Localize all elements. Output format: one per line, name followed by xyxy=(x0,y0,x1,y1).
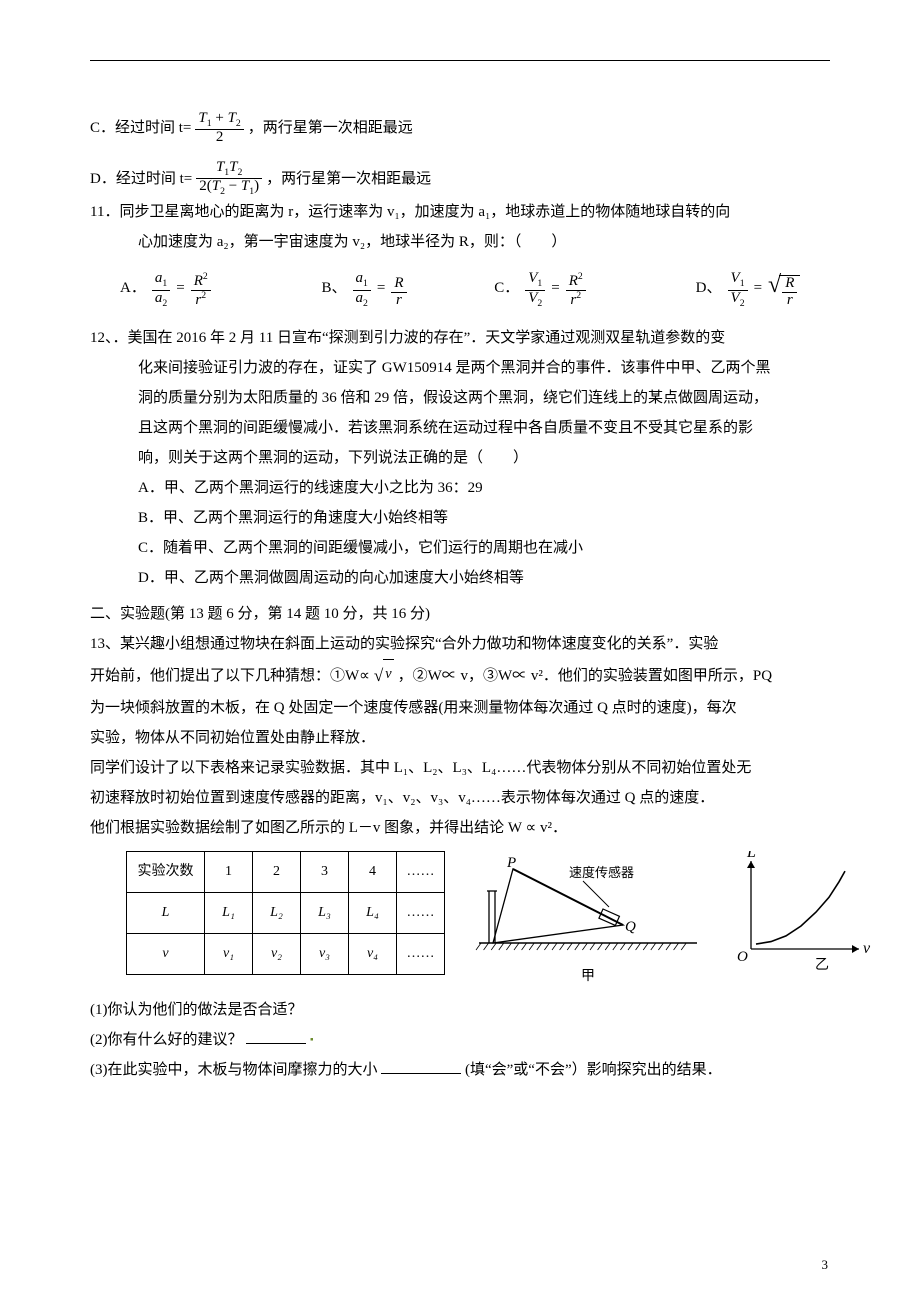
q11-stem-l2: 心加速度为 a₂，第一宇宙速度为 v₂，地球半径为 R，则：（ ） xyxy=(138,227,830,257)
q13-sub3: (3)在此实验中，木板与物体间摩擦力的大小 (填“会”或“不会”）影响探究出的结… xyxy=(90,1055,830,1085)
q11-stem-l1: 11．同步卫星离地心的距离为 r，运行速率为 v₁，加速度为 a₁，地球赤道上的… xyxy=(90,197,830,227)
graph-yi-svg: Lv O 乙 xyxy=(731,851,871,971)
q10-option-d: D．经过时间 t= T1T2 2(T2 − T1) ，两行星第一次相距最远 xyxy=(90,160,830,197)
blank-fill-2 xyxy=(246,1029,306,1044)
q10-d-prefix: D．经过时间 t= xyxy=(90,164,192,194)
q13-l4: 实验，物体从不同初始位置处由静止释放． xyxy=(90,723,830,753)
svg-text:乙: 乙 xyxy=(815,957,829,971)
q12-l5: 响，则关于这两个黑洞的运动，下列说法正确的是（ ） xyxy=(138,443,830,473)
q10-c-suffix: ，两行星第一次相距最远 xyxy=(248,113,413,143)
top-rule xyxy=(90,60,830,61)
page-number: 3 xyxy=(822,1252,829,1278)
svg-text:P: P xyxy=(506,855,516,871)
marker-dot-icon: ▪ xyxy=(310,1035,314,1046)
q13-l1: 13、某兴趣小组想通过物块在斜面上运动的实验探究“合外力做功和物体速度变化的关系… xyxy=(90,629,830,659)
q10-c-prefix: C．经过时间 t= xyxy=(90,113,191,143)
section2-title: 二、实验题(第 13 题 6 分，第 14 题 10 分，共 16 分) xyxy=(90,599,830,629)
q12-b: B．甲、乙两个黑洞运行的角速度大小始终相等 xyxy=(138,503,830,533)
q13-l2: 开始前，他们提出了以下几种猜想：①W∝ √v ，②W∝ v，③W∝ v²．他们的… xyxy=(90,659,830,693)
q13-sub2: (2)你有什么好的建议？ ▪ xyxy=(90,1025,830,1055)
svg-text:O: O xyxy=(737,949,748,965)
sqrt-icon: √ Rr xyxy=(768,275,800,309)
q11-opt-c: C． V1V2 = R2r2 xyxy=(494,271,695,308)
sqrt-v-icon: √v xyxy=(374,659,394,693)
data-table: 实验次数 12 34 …… L L₁ L₂ L₃ L₄ …… v v₁ v₂ v… xyxy=(126,851,445,975)
q13-l7: 他们根据实验数据绘制了如图乙所示的 L－v 图象，并得出结论 W ∝ v²． xyxy=(90,813,830,843)
q10-d-fraction: T1T2 2(T2 − T1) xyxy=(196,160,262,197)
page-root: C．经过时间 t= T1 + T2 2 ，两行星第一次相距最远 D．经过时间 t… xyxy=(0,0,920,1302)
table-row: L L₁ L₂ L₃ L₄ …… xyxy=(127,893,445,934)
blank-fill-3 xyxy=(381,1059,461,1074)
q12-a: A．甲、乙两个黑洞运行的线速度大小之比为 36：29 xyxy=(138,473,830,503)
q12-l4: 且这两个黑洞的间距缓慢减小．若该黑洞系统在运动过程中各自质量不变且不受其它星系的… xyxy=(138,413,830,443)
q12-d: D．甲、乙两个黑洞做圆周运动的向心加速度大小始终相等 xyxy=(138,563,830,593)
q13-l5: 同学们设计了以下表格来记录实验数据．其中 L₁、L₂、L₃、L₄……代表物体分别… xyxy=(90,753,830,783)
q12-c: C．随着甲、乙两个黑洞的间距缓慢减小，它们运行的周期也在减小 xyxy=(138,533,830,563)
q11-opt-b: B、 a1a2 = Rr xyxy=(321,271,494,308)
q11-opt-d: D、 V1V2 = √ Rr xyxy=(696,271,830,308)
q13-l3: 为一块倾斜放置的木板，在 Q 处固定一个速度传感器(用来测量物体每次通过 Q 点… xyxy=(90,693,830,723)
table-row: 实验次数 12 34 …… xyxy=(127,852,445,893)
q11-opt-a: A． a1a2 = R2r2 xyxy=(120,271,321,308)
q10-c-fraction: T1 + T2 2 xyxy=(195,111,243,146)
q13-l6: 初速释放时初始位置到速度传感器的距离，v₁、v₂、v₃、v₄……表示物体每次通过… xyxy=(90,783,830,813)
q12-l2: 化来间接验证引力波的存在，证实了 GW150914 是两个黑洞并合的事件．该事件… xyxy=(138,353,830,383)
svg-text:L: L xyxy=(746,851,756,861)
svg-text:Q: Q xyxy=(625,919,636,935)
q12-l1: 12、．美国在 2016 年 2 月 11 日宣布“探测到引力波的存在”．天文学… xyxy=(90,323,830,353)
q10-option-c: C．经过时间 t= T1 + T2 2 ，两行星第一次相距最远 xyxy=(90,111,830,146)
table-row: v v₁ v₂ v₃ v₄ …… xyxy=(127,934,445,975)
diagram-jia-wrap: P Q 速度传感器 甲 xyxy=(473,851,703,991)
q13-sub1: (1)你认为他们的做法是否合适？ xyxy=(90,995,830,1025)
q10-d-suffix: ，两行星第一次相距最远 xyxy=(266,164,431,194)
svg-text:速度传感器: 速度传感器 xyxy=(569,865,634,880)
q12-l3: 洞的质量分别为太阳质量的 36 倍和 29 倍，假设这两个黑洞，绕它们连线上的某… xyxy=(138,383,830,413)
table-diagram-row: 实验次数 12 34 …… L L₁ L₂ L₃ L₄ …… v v₁ v₂ v… xyxy=(126,851,830,991)
diagram-jia-svg: P Q 速度传感器 xyxy=(473,851,703,951)
svg-text:v: v xyxy=(863,940,871,957)
diagram-jia-caption: 甲 xyxy=(473,963,703,991)
q11-options-row: A． a1a2 = R2r2 B、 a1a2 = Rr C． V1V2 = R2… xyxy=(120,271,830,308)
graph-yi-wrap: Lv O 乙 xyxy=(731,851,871,971)
